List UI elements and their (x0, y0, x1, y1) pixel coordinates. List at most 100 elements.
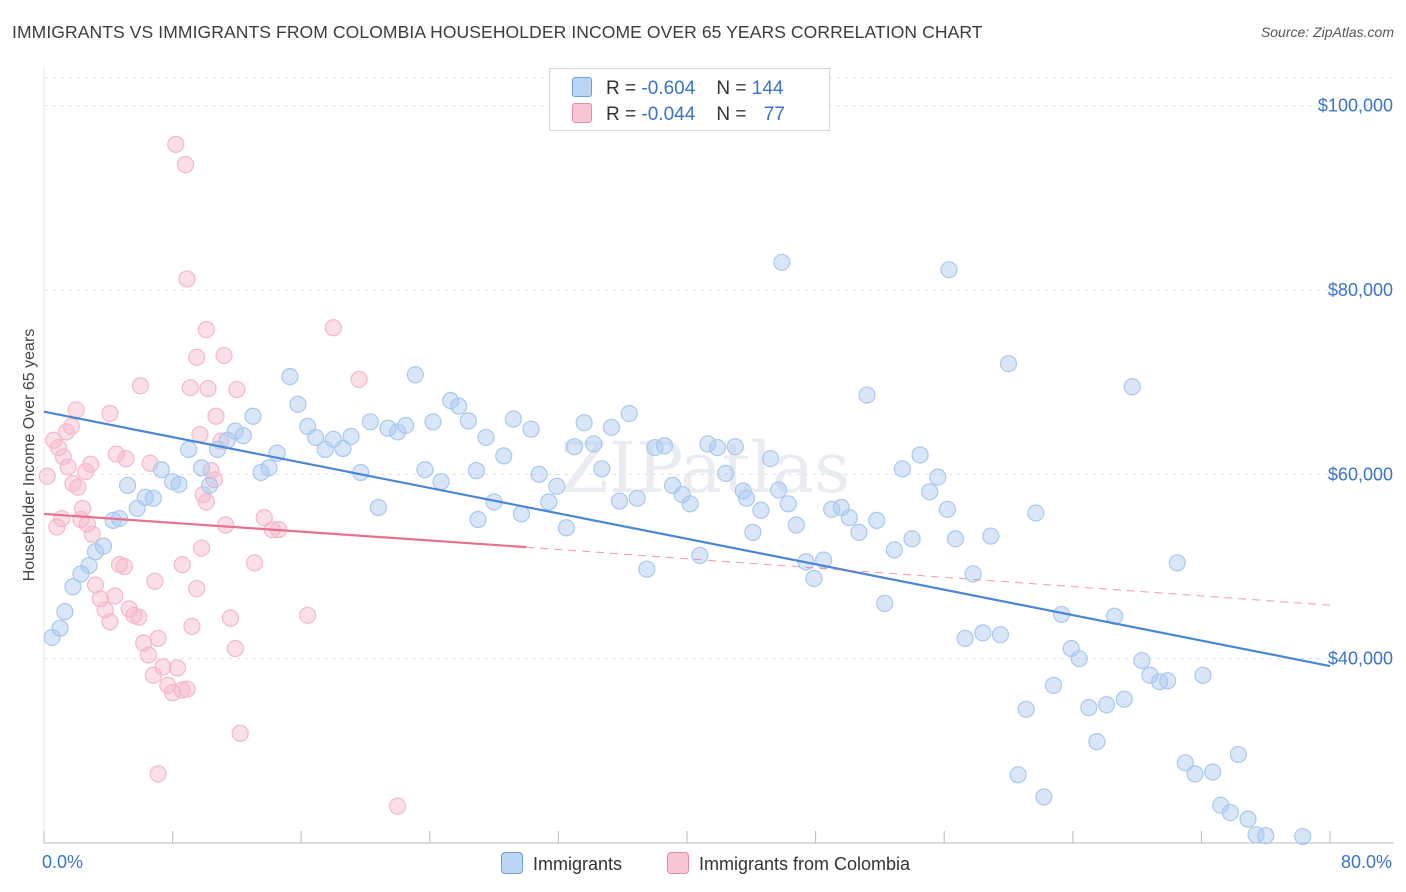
data-point (504, 410, 522, 428)
legend-swatch-colombia (572, 103, 592, 123)
data-point (940, 261, 958, 279)
y-tick-label: $60,000 (1328, 464, 1393, 484)
data-point (585, 435, 603, 453)
data-point (787, 516, 805, 534)
chart-title: IMMIGRANTS VS IMMIGRANTS FROM COLOMBIA H… (12, 22, 983, 42)
data-point (94, 537, 113, 555)
data-point (215, 346, 233, 365)
data-point (67, 401, 85, 419)
data-point (424, 413, 442, 431)
data-point (1257, 827, 1275, 845)
data-point (610, 492, 629, 510)
data-point (183, 617, 201, 636)
data-point (115, 557, 133, 576)
data-point (168, 659, 187, 677)
data-point (469, 510, 487, 529)
data-point (226, 639, 244, 658)
data-point (1186, 765, 1204, 783)
bottom-swatch-colombia (667, 852, 689, 874)
data-point (194, 486, 212, 504)
data-point (1009, 766, 1027, 784)
data-point (192, 459, 211, 477)
data-point (83, 525, 101, 543)
data-point (38, 467, 56, 485)
data-point (850, 523, 868, 541)
data-point (101, 613, 119, 631)
data-point (726, 438, 744, 456)
data-point (467, 462, 486, 480)
data-point (181, 379, 199, 397)
bottom-legend-colombia: Immigrants from Colombia (667, 852, 910, 875)
data-point (938, 500, 957, 518)
legend-n-value: 77 (763, 104, 785, 125)
data-point (104, 511, 122, 530)
data-point (289, 395, 307, 413)
legend-r-label: R = (606, 104, 637, 125)
data-point (744, 523, 762, 541)
data-point (575, 414, 593, 432)
data-point (307, 428, 325, 447)
data-point (170, 475, 188, 494)
data-point (176, 156, 195, 174)
data-point (59, 458, 77, 476)
data-point (1239, 810, 1257, 828)
data-point (226, 422, 244, 440)
data-point (178, 270, 196, 288)
y-tick-labels: $40,000 $60,000 $80,000 $100,000 (1318, 96, 1393, 669)
data-point (1097, 696, 1116, 714)
data-point (188, 348, 206, 366)
data-point (876, 594, 894, 612)
legend-r-value: -0.044 (641, 104, 696, 125)
data-point (1168, 554, 1186, 572)
bottom-legend-label: Immigrants from Colombia (699, 854, 911, 874)
data-point (255, 509, 273, 527)
data-point (929, 468, 947, 486)
data-point (1027, 504, 1045, 522)
data-point (699, 435, 717, 453)
data-point (281, 368, 299, 386)
data-point (197, 321, 215, 339)
data-point (118, 476, 137, 494)
data-point (602, 418, 621, 436)
data-point (761, 450, 780, 468)
data-point (131, 377, 150, 395)
data-point (1017, 700, 1035, 718)
data-point (982, 527, 1000, 545)
data-point (681, 495, 699, 513)
x-tick-min: 0.0% (42, 852, 84, 872)
data-point (1088, 733, 1106, 751)
data-point (773, 253, 791, 271)
x-axis (43, 68, 1394, 844)
data-point (80, 556, 98, 575)
data-point (974, 624, 992, 642)
data-point (167, 135, 185, 153)
data-point (991, 626, 1010, 644)
data-point (244, 407, 262, 425)
trend-line-immigrants (43, 410, 1331, 668)
data-point (101, 404, 119, 423)
data-point (628, 489, 646, 507)
data-point (200, 476, 219, 494)
data-point (350, 370, 368, 388)
data-point (173, 556, 191, 574)
y-tick-label: $100,000 (1318, 96, 1393, 116)
data-point (62, 417, 80, 435)
data-point (192, 539, 211, 557)
correlation-legend: R = -0.604 N = 144 R = -0.044 N = 77 (549, 68, 830, 131)
data-point (737, 489, 756, 507)
grid-lines (44, 77, 1394, 660)
data-point (91, 590, 109, 608)
data-point (342, 427, 360, 446)
data-point (1294, 827, 1312, 846)
data-point (154, 658, 172, 676)
data-point (868, 511, 886, 530)
x-tick-max: 80.0% (1340, 852, 1392, 872)
data-point (379, 419, 397, 437)
data-point (858, 386, 876, 404)
legend-n-label: N = (716, 78, 747, 99)
data-point (1176, 754, 1194, 772)
data-point (459, 412, 477, 430)
y-tick-label: $80,000 (1328, 280, 1393, 300)
bottom-legend-label: Immigrants (533, 854, 623, 874)
